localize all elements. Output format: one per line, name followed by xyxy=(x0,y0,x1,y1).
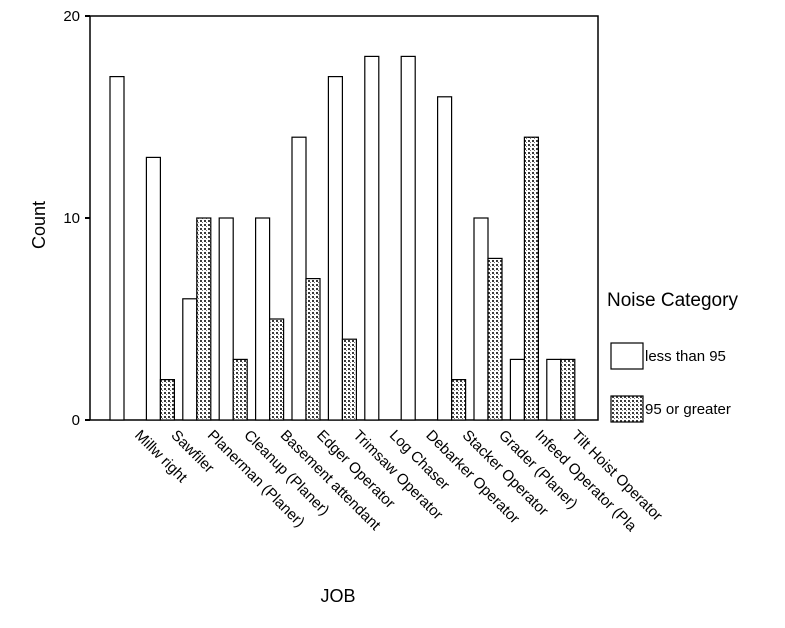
legend-swatch xyxy=(610,342,644,370)
bar-95-or-greater xyxy=(487,257,503,421)
bar-95-or-greater xyxy=(560,358,576,421)
bar-less-than-95 xyxy=(546,358,562,421)
bar-less-than-95 xyxy=(182,298,198,421)
bar-less-than-95 xyxy=(364,55,380,421)
bar-less-than-95 xyxy=(437,96,453,421)
legend-swatch xyxy=(610,395,644,423)
y-tick-label: 0 xyxy=(72,412,80,429)
bar-less-than-95 xyxy=(473,217,489,421)
legend-label: 95 or greater xyxy=(645,401,731,418)
bar-95-or-greater xyxy=(159,379,175,421)
bar-less-than-95 xyxy=(291,136,307,421)
bar-less-than-95 xyxy=(255,217,271,421)
x-axis-title: JOB xyxy=(320,586,355,606)
bar-less-than-95 xyxy=(109,75,125,421)
y-tick-label: 20 xyxy=(63,8,80,25)
bar-95-or-greater xyxy=(523,136,540,421)
y-tick-label: 10 xyxy=(63,210,80,227)
bar-less-than-95 xyxy=(145,156,161,421)
bar-95-or-greater xyxy=(341,338,357,421)
legend-title: Noise Category xyxy=(607,290,738,311)
bar-95-or-greater xyxy=(232,358,248,421)
bar-less-than-95 xyxy=(509,358,525,421)
bar-less-than-95 xyxy=(400,55,416,421)
bar-95-or-greater xyxy=(451,379,467,421)
bar-95-or-greater xyxy=(305,278,321,421)
y-axis-title: Count xyxy=(29,201,49,249)
legend: less than 95 95 or greater xyxy=(610,342,731,423)
legend-label: less than 95 xyxy=(645,348,726,365)
bar-less-than-95 xyxy=(218,217,234,421)
bar-95-or-greater xyxy=(269,318,285,421)
bar-less-than-95 xyxy=(327,75,343,421)
bar-95-or-greater xyxy=(196,217,212,421)
